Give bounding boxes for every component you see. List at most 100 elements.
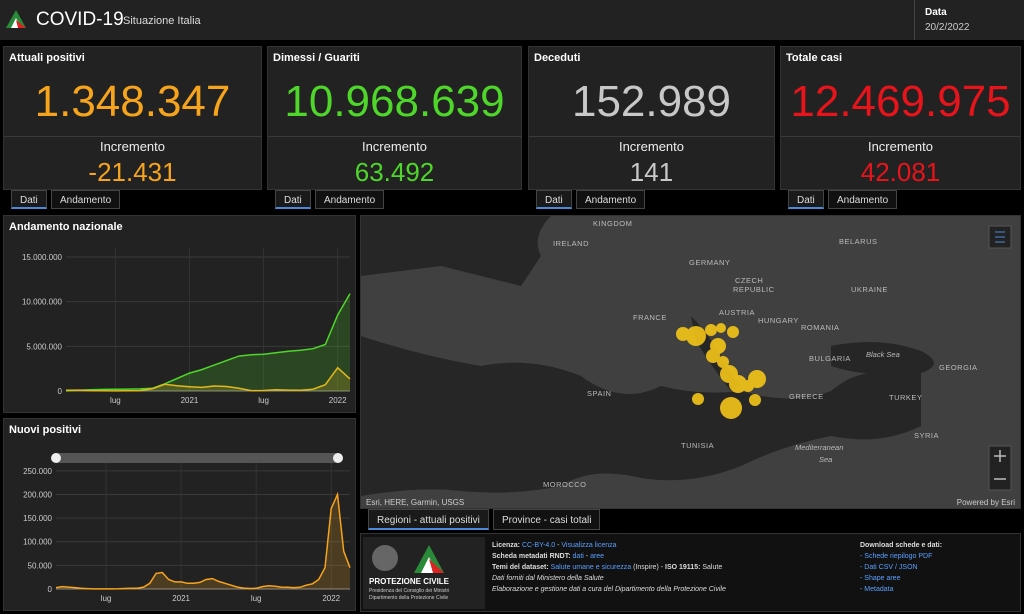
card-title: Deceduti [534,52,581,64]
chart-title: Andamento nazionale [9,221,123,233]
logo-title: PROTEZIONE CIVILE [369,577,450,586]
card: Dimessi / Guariti 10.968.639 Incremento 63.… [267,46,522,190]
map-label: REPUBLIC [733,285,775,294]
slider[interactable] [56,453,338,463]
map-label: ROMANIA [801,323,840,332]
x-tick-label: lug [251,594,262,603]
y-tick-label: 10.000.000 [22,298,63,307]
x-tick-label: 2021 [181,396,199,405]
card-tabs: Dati Andamento [11,190,211,210]
footer-logo: PROTEZIONE CIVILE Presidenza del Consigl… [363,537,485,609]
card-title: Dimessi / Guariti [273,52,360,64]
card: Totale casi 12.469.975 Incremento 42.081 [780,46,1021,190]
download-title: Download schede e dati: [860,542,943,549]
increment-label: Incremento [618,139,685,154]
chart: 0 5.000.000 10.000.000 15.000.000 lug 2021 lug… [22,248,351,405]
increment-label: Incremento [99,139,166,154]
tab[interactable]: Andamento [51,190,121,209]
y-tick-label: 50.000 [28,561,53,570]
increment-value: 63.492 [354,157,435,187]
line [65,293,351,392]
download-link[interactable]: - Metadata [860,586,894,593]
info-line: Licenza: CC-BY-4.0 - Visualizza licenza [492,540,726,551]
map-label: SYRIA [914,431,939,440]
y-tick-label: 250.000 [23,467,52,476]
map-label: BULGARIA [809,354,851,363]
chart: 0 50.000 100.000 150.000 200.000 250.000 lug 20… [23,453,351,603]
tab[interactable]: Dati [275,190,311,209]
chart-panel: Nuovi positivi 0 50.000 100.000 150.000 200.0… [3,418,356,611]
map-label: IRELAND [553,239,589,248]
text: Elaborazione e gestione dati a cura del … [492,586,726,593]
tab[interactable]: Andamento [315,190,385,209]
info-line: Scheda metadati RNDT: dati - aree [492,551,726,562]
link[interactable]: CC-BY-4.0 [521,542,556,549]
tab[interactable]: Andamento [828,190,898,209]
card-tabs: Dati Andamento [275,190,475,210]
map-label: FRANCE [633,313,667,322]
y-tick-label: 100.000 [23,538,52,547]
link[interactable]: Salute umane e sicurezza [550,564,632,571]
download-link[interactable]: - Schede riepilogo PDF [860,553,933,560]
x-tick-label: 2022 [322,594,340,603]
map-label: GERMANY [689,258,730,267]
increment-value: 42.081 [860,157,941,187]
map-powered: Powered by Esri [956,498,1015,507]
map-label: MOROCCO [543,480,587,489]
title: COVID-19 [36,9,124,30]
slider-handle[interactable] [51,453,61,463]
card-tabs: Dati Andamento [536,190,736,210]
download-link[interactable]: - Dati CSV / JSON [860,564,918,571]
x-tick-label: lug [101,594,112,603]
chart-title: Nuovi positivi [9,424,82,436]
card-value: 1.348.347 [34,77,231,126]
x-tick-label: 2021 [172,594,190,603]
logo-line: Dipartimento della Protezione Civile [369,595,449,601]
info-line: Temi del dataset: Salute umane e sicurez… [492,562,726,573]
text: - [555,542,562,549]
map-label: TUNISIA [681,441,714,450]
x-tick-label: 2022 [329,396,347,405]
text: Salute [702,564,723,571]
text: Temi del dataset: [492,564,551,571]
separator [529,136,774,137]
map-attribution: Esri, HERE, Garmin, USGS [366,498,465,507]
map[interactable]: KINGDOM IRELAND BELARUS GERMANY CZECH REPUBLI… [360,215,1021,509]
map-label: Black Sea [866,350,900,359]
card-title: Totale casi [786,52,843,64]
y-tick-label: 15.000.000 [22,253,63,262]
link[interactable]: aree [590,553,605,560]
chart-panel: Andamento nazionale 0 5.000.000 10.000.000 1… [3,215,356,413]
slider-handle[interactable] [333,453,343,463]
footer-info: Licenza: CC-BY-4.0 - Visualizza licenza S… [492,540,726,595]
y-tick-label: 0 [48,585,53,594]
download-link[interactable]: - Shape aree [860,575,901,582]
card-value: 12.469.975 [790,77,1011,126]
text: (Inspire) - [631,564,665,571]
header: COVID-19 Situazione Italia Data 20/2/202… [0,0,1024,40]
tab[interactable]: Province - casi totali [493,509,601,530]
map-tabs: Regioni - attuali positivi Province - cas… [368,509,768,530]
line [65,366,351,392]
text: Licenza: [492,542,522,549]
text: Scheda metadati RNDT: [492,553,573,560]
increment-label: Incremento [361,139,428,154]
tab[interactable]: Dati [11,190,47,209]
card: Deceduti 152.989 Incremento 141 [528,46,775,190]
tab[interactable]: Andamento [576,190,646,209]
area [56,494,350,589]
separator [268,136,521,137]
map-label: GREECE [789,392,824,401]
card-tabs: Dati Andamento [788,190,988,210]
card-value: 10.968.639 [284,77,505,126]
tab[interactable]: Regioni - attuali positivi [368,509,489,530]
x-tick-label: lug [110,396,121,405]
y-tick-label: 0 [58,387,63,396]
map-label: CZECH [735,276,763,285]
link[interactable]: dati [572,553,584,560]
map-label: Sea [819,455,832,464]
link[interactable]: Visualizza licenza [561,542,617,549]
tab[interactable]: Dati [536,190,572,209]
tab[interactable]: Dati [788,190,824,209]
increment-value: -21.431 [88,157,177,187]
